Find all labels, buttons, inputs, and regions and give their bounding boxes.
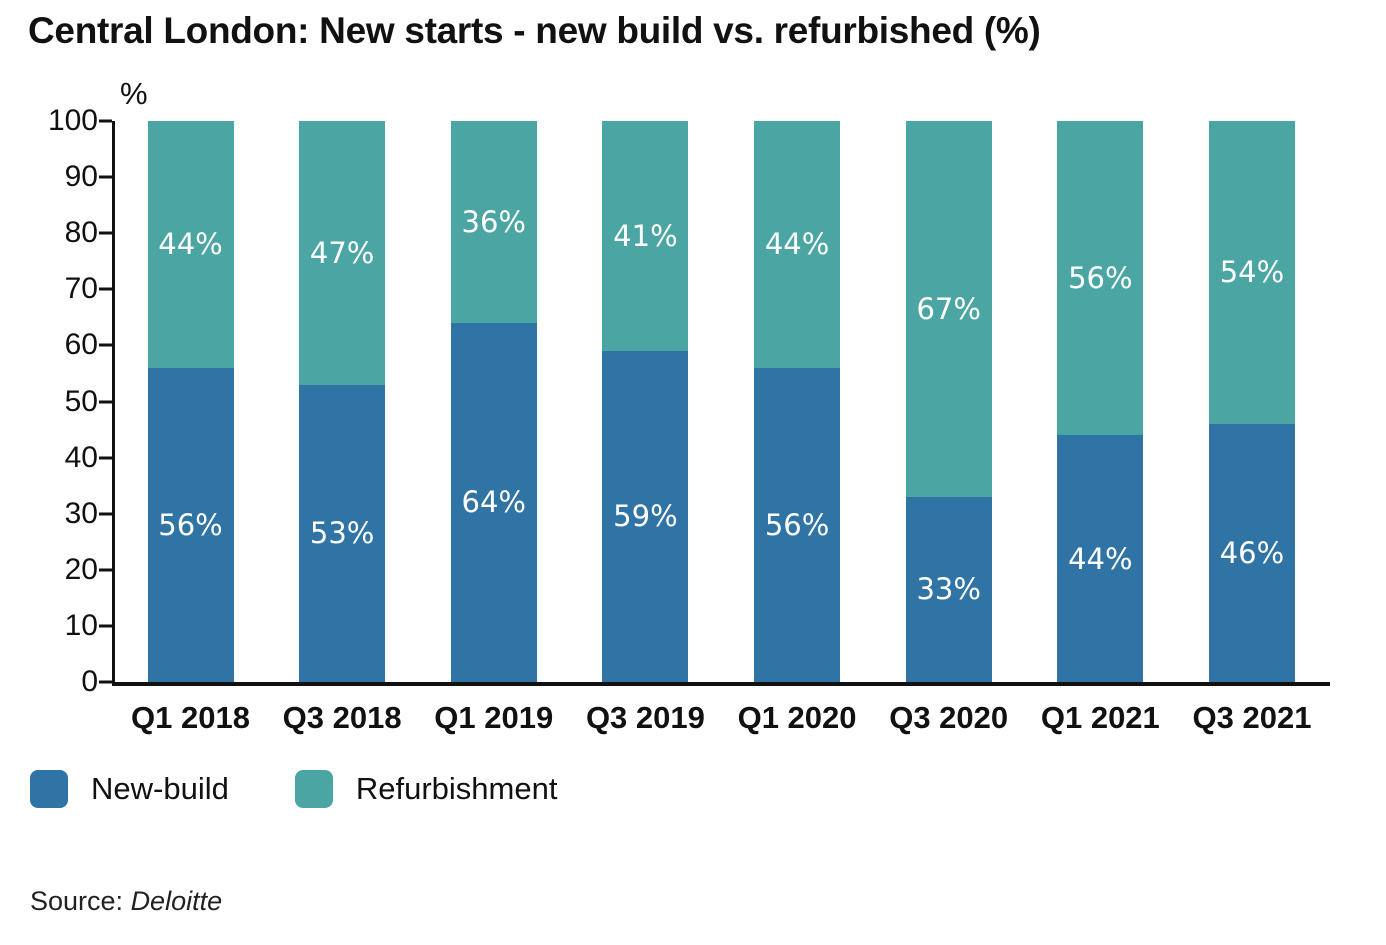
x-axis-label-q3-2019: Q3 2019 — [585, 700, 705, 735]
bar-segment-refurbishment: 41% — [602, 121, 689, 351]
y-tick-label-10: 10 — [64, 608, 98, 642]
bar-value-label: 44% — [764, 227, 830, 262]
y-tick-label-60: 60 — [64, 328, 98, 362]
bar-value-label: 56% — [158, 507, 223, 542]
bar-q1-2020: 44% 56% — [754, 121, 841, 682]
x-axis-label-q3-2020: Q3 2020 — [889, 700, 1009, 735]
bar-segment-refurbishment: 67% — [905, 121, 992, 497]
legend-item-refurbishment: Refurbishment — [294, 770, 558, 808]
y-tick-label-70: 70 — [64, 272, 98, 306]
bar-segment-refurbishment: 54% — [1208, 121, 1295, 424]
bar-segment-refurbishment: 47% — [299, 121, 386, 385]
bar-value-label: 44% — [158, 227, 223, 262]
legend-swatch-refurbishment — [294, 770, 333, 808]
y-tick-40 — [99, 456, 112, 460]
y-tick-70 — [99, 287, 112, 291]
x-axis-label-q3-2021: Q3 2021 — [1192, 700, 1312, 735]
chart-title: Central London: New starts - new build v… — [28, 10, 1041, 51]
y-tick-label-30: 30 — [64, 496, 98, 530]
bar-q1-2021: 56% 44% — [1057, 121, 1144, 682]
bar-segment-new-build: 56% — [147, 367, 234, 682]
bar-segment-new-build: 64% — [450, 322, 537, 682]
x-axis-line — [112, 682, 1330, 686]
x-axis-label-q1-2020: Q1 2020 — [737, 700, 857, 735]
legend: New-build Refurbishment — [30, 770, 557, 808]
source-prefix: Source: — [30, 886, 131, 916]
y-axis-line — [112, 121, 115, 682]
bar-segment-new-build: 56% — [754, 367, 841, 682]
bar-value-label: 46% — [1219, 535, 1285, 570]
bar-q1-2018: 44% 56% — [147, 121, 234, 682]
y-tick-0 — [99, 680, 112, 684]
bar-value-label: 53% — [309, 516, 375, 551]
y-tick-label-40: 40 — [64, 440, 98, 474]
y-tick-100 — [99, 119, 112, 123]
bar-segment-new-build: 44% — [1057, 435, 1144, 682]
bar-q1-2019: 36% 64% — [450, 121, 537, 682]
bar-value-label: 64% — [461, 485, 526, 520]
y-tick-20 — [99, 568, 112, 572]
bar-value-label: 56% — [1068, 261, 1133, 296]
bar-q3-2020: 67% 33% — [905, 121, 992, 682]
legend-swatch-new-build — [30, 770, 68, 808]
y-tick-label-100: 100 — [47, 104, 98, 137]
y-tick-90 — [99, 175, 112, 179]
bar-segment-new-build: 53% — [299, 384, 386, 682]
y-tick-80 — [99, 231, 112, 235]
y-tick-10 — [99, 624, 112, 628]
plot-area: 0 10 20 30 40 50 60 70 80 90 100 44% 56% 47% 53% 36% 64… — [48, 106, 1330, 697]
legend-label-refurbishment: Refurbishment — [355, 771, 558, 806]
bar-value-label: 33% — [916, 572, 981, 607]
x-axis-label-q3-2018: Q3 2018 — [282, 700, 402, 735]
y-axis-unit-label: % — [120, 76, 148, 111]
bar-value-label: 56% — [764, 507, 830, 542]
y-tick-label-90: 90 — [64, 160, 98, 194]
bar-value-label: 67% — [916, 291, 981, 326]
y-tick-50 — [99, 400, 112, 403]
bar-segment-refurbishment: 44% — [754, 121, 841, 368]
bar-value-label: 54% — [1219, 255, 1285, 290]
source-name: Deloitte — [130, 886, 223, 916]
bar-segment-refurbishment: 56% — [1057, 121, 1144, 436]
source-note: Source: Deloitte — [30, 886, 222, 917]
bar-q3-2018: 47% 53% — [299, 121, 386, 682]
bar-segment-new-build: 33% — [905, 496, 992, 682]
y-tick-60 — [99, 343, 112, 347]
bar-value-label: 44% — [1068, 541, 1133, 576]
bar-value-label: 36% — [461, 204, 526, 239]
x-axis-label-q1-2021: Q1 2021 — [1040, 700, 1160, 735]
y-tick-label-0: 0 — [81, 665, 98, 698]
y-tick-30 — [99, 512, 112, 516]
bar-value-label: 59% — [613, 499, 678, 534]
bar-q3-2021: 54% 46% — [1208, 121, 1295, 682]
y-tick-label-80: 80 — [64, 216, 98, 250]
x-axis-label-q1-2019: Q1 2019 — [434, 700, 554, 735]
bar-value-label: 47% — [309, 235, 375, 270]
bar-segment-new-build: 46% — [1208, 423, 1295, 682]
bar-segment-new-build: 59% — [602, 351, 689, 682]
bar-q3-2019: 41% 59% — [602, 121, 689, 682]
bar-segment-refurbishment: 44% — [147, 121, 234, 368]
x-axis-label-q1-2018: Q1 2018 — [131, 700, 250, 735]
bar-segment-refurbishment: 36% — [450, 121, 537, 323]
legend-item-new-build: New-build — [30, 770, 229, 808]
y-tick-label-20: 20 — [64, 552, 98, 586]
bar-value-label: 41% — [613, 219, 678, 253]
y-tick-label-50: 50 — [64, 384, 98, 418]
legend-label-new-build: New-build — [91, 771, 229, 806]
